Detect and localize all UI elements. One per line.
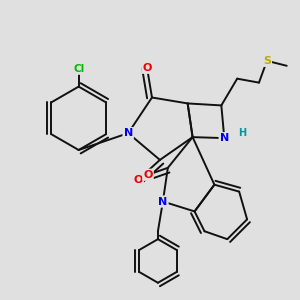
- Text: H: H: [238, 128, 246, 138]
- Text: N: N: [158, 196, 167, 206]
- Text: O: O: [143, 170, 153, 180]
- Text: N: N: [220, 133, 229, 143]
- Text: N: N: [124, 128, 133, 138]
- Text: O: O: [142, 63, 152, 73]
- Text: S: S: [263, 56, 271, 66]
- Text: Cl: Cl: [73, 64, 84, 74]
- Text: O: O: [134, 175, 143, 185]
